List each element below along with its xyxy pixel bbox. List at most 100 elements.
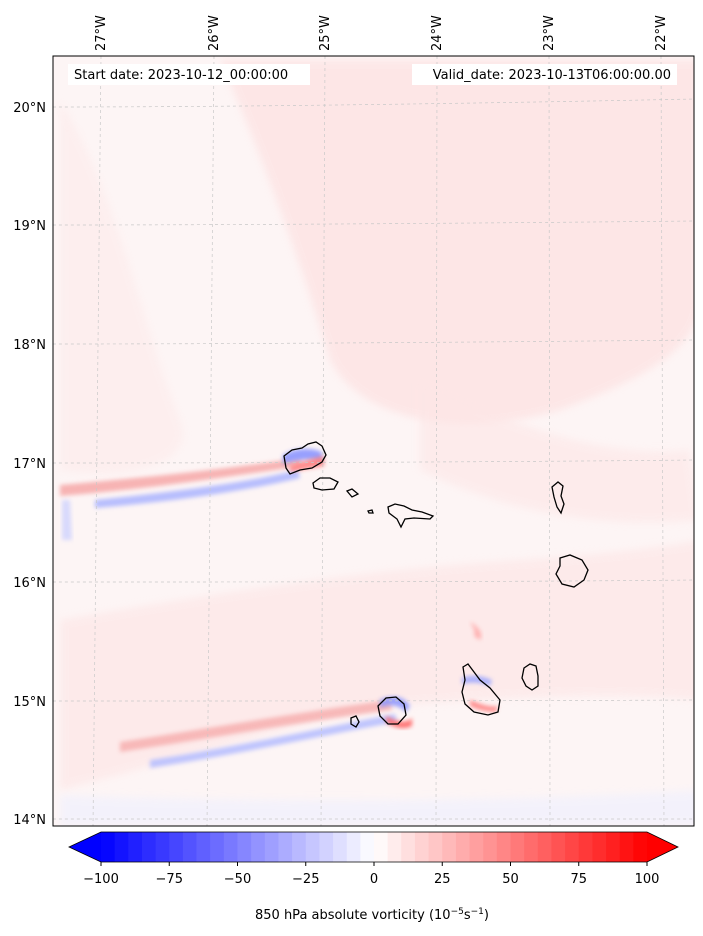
faint-negative-south [60, 790, 694, 826]
colorbar-cell [537, 832, 552, 862]
island-brava [350, 715, 360, 728]
colorbar-tick-label: −75 [156, 872, 183, 887]
colorbar-cell [442, 832, 457, 862]
longitude-tick-label: 22°W [654, 15, 669, 51]
colorbar-cell [182, 832, 197, 862]
colorbar-tick-label: −50 [224, 872, 251, 887]
colorbar-tick-label: 75 [570, 872, 587, 887]
colorbar-tick-label: 100 [635, 872, 660, 887]
latitude-tick-label: 15°N [13, 695, 46, 710]
island-sal [551, 481, 565, 515]
colorbar-cell [455, 832, 470, 862]
longitude-tick-label: 27°W [94, 15, 109, 51]
colorbar-tick-label: −25 [292, 872, 319, 887]
island-boa-vista [555, 554, 589, 588]
colorbar-cell [278, 832, 293, 862]
colorbar-cell [401, 832, 416, 862]
blue-wake-south [150, 714, 397, 768]
colorbar-cell [592, 832, 607, 862]
gridlines [53, 56, 694, 826]
longitude-tick-label: 26°W [207, 15, 222, 51]
colorbar-min-extension [69, 832, 101, 862]
colorbar-max-extension [647, 832, 678, 862]
colorbar-cell [346, 832, 361, 862]
island-branco [367, 509, 374, 514]
colorbar-tick-label: −100 [83, 872, 119, 887]
colorbar-cell [128, 832, 143, 862]
colorbar-cell [210, 832, 225, 862]
colorbar-cell [551, 832, 566, 862]
red-wake-north [60, 458, 302, 496]
colorbar-cell [387, 832, 402, 862]
colorbar-tick-label: 0 [370, 872, 378, 887]
colorbar-tick-label: 25 [434, 872, 451, 887]
latitude-labels: 20°N 19°N 18°N 17°N 16°N 15°N 14°N [13, 101, 46, 828]
colorbar-cell [360, 832, 375, 862]
island-santo-antao [283, 441, 327, 475]
vorticity-field [53, 56, 694, 826]
colorbar-cell [578, 832, 593, 862]
colorbar-cell [510, 832, 525, 862]
colorbar-cell [333, 832, 348, 862]
positive-vorticity-west [60, 100, 183, 474]
coastlines [283, 441, 589, 728]
positive-vorticity-area [220, 60, 694, 424]
latitude-tick-label: 16°N [13, 576, 46, 591]
latitude-tick-label: 20°N [13, 101, 46, 116]
latitude-tick-label: 14°N [13, 813, 46, 828]
colorbar-label: 850 hPa absolute vorticity (10−5s−1) [255, 907, 489, 923]
red-wake-south [120, 700, 392, 752]
longitude-labels: 27°W 26°W 25°W 24°W 23°W 22°W [94, 15, 669, 51]
colorbar-cell [565, 832, 580, 862]
latitude-tick-label: 17°N [13, 457, 46, 472]
colorbar-cell [496, 832, 511, 862]
positive-vorticity-east [420, 380, 694, 523]
latitude-tick-label: 19°N [13, 219, 46, 234]
colorbar-cell [469, 832, 484, 862]
island-santiago [461, 663, 501, 716]
colorbar-cell [319, 832, 334, 862]
island-maio [521, 663, 539, 691]
colorbar-cell [619, 832, 634, 862]
colorbar-cell [155, 832, 170, 862]
colorbar-cell [374, 832, 389, 862]
valid-date-label: Valid_date: 2023-10-13T06:00:00.00 [433, 68, 671, 83]
map-frame [52, 55, 695, 827]
blue-edge-west [62, 500, 72, 540]
island-fogo [377, 696, 407, 725]
island-sao-nicolau [387, 503, 435, 529]
colorbar-cell [196, 832, 211, 862]
colorbar-cell [101, 832, 116, 862]
colorbar-cell [633, 832, 648, 862]
start-date-label: Start date: 2023-10-12_00:00:00 [74, 68, 288, 83]
blue-wake-north [95, 470, 300, 508]
island-santa-luzia [345, 488, 360, 498]
colorbar-cell [428, 832, 443, 862]
colorbar-tick-label: 50 [502, 872, 519, 887]
colorbar: −100 −75 −50 −25 0 25 50 75 100 850 hPa absolute… [68, 831, 679, 923]
red-core-sal [470, 700, 498, 712]
blue-core-south [380, 696, 410, 712]
island-sao-vicente [312, 477, 339, 491]
valid-date-box [412, 64, 677, 85]
colorbar-cell [251, 832, 266, 862]
colorbar-cell [524, 832, 539, 862]
longitude-tick-label: 23°W [542, 15, 557, 51]
colorbar-cells [101, 832, 648, 862]
colorbar-cell [169, 832, 184, 862]
colorbar-cell [223, 832, 238, 862]
colorbar-cell [483, 832, 498, 862]
colorbar-cell [292, 832, 307, 862]
red-core-north [290, 456, 324, 472]
colorbar-cell [606, 832, 621, 862]
colorbar-cell [141, 832, 156, 862]
colorbar-cell [237, 832, 252, 862]
red-spot-sal [470, 622, 482, 640]
start-date-box [68, 64, 310, 85]
colorbar-ticks: −100 −75 −50 −25 0 25 50 75 100 [83, 862, 659, 887]
longitude-tick-label: 25°W [318, 15, 333, 51]
colorbar-cell [264, 832, 279, 862]
blue-core-north [283, 448, 322, 464]
latitude-tick-label: 18°N [13, 338, 46, 353]
